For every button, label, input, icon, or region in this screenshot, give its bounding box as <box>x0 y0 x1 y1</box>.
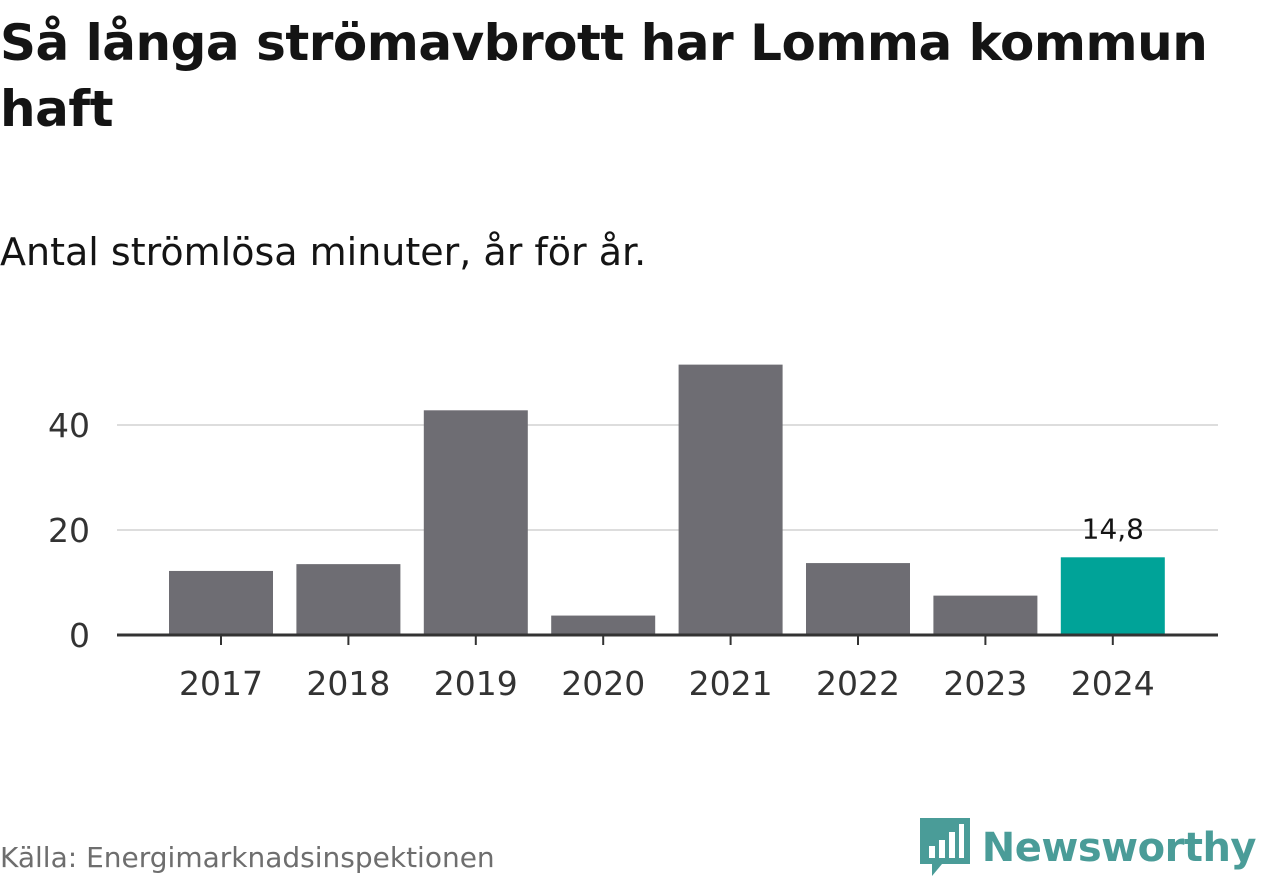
newsworthy-logo-icon <box>919 818 970 876</box>
x-tick-label: 2022 <box>816 664 900 703</box>
brand-logo: Newsworthy <box>919 818 1257 878</box>
y-tick-label: 20 <box>48 511 90 550</box>
x-tick-label: 2018 <box>306 664 390 703</box>
bar-2019 <box>423 410 528 635</box>
x-tick-label: 2024 <box>1071 664 1155 703</box>
bar-2020 <box>551 615 656 635</box>
source-note: Källa: Energimarknadsinspektionen <box>0 841 495 874</box>
y-tick-label: 0 <box>69 616 90 655</box>
x-tick-label: 2019 <box>434 664 518 703</box>
data-label: 14,8 <box>1082 512 1144 545</box>
bar-2018 <box>296 564 401 635</box>
bar-2024 <box>1060 557 1165 635</box>
bar-2022 <box>806 563 910 635</box>
bar-2021 <box>678 364 783 635</box>
x-tick-label: 2017 <box>179 664 263 703</box>
chart-subtitle: Antal strömlösa minuter, år för år. <box>0 230 647 274</box>
bar-2023 <box>933 595 1038 635</box>
x-tick-label: 2021 <box>689 664 773 703</box>
x-tick-label: 2020 <box>561 664 645 703</box>
bar-2017 <box>169 570 273 635</box>
x-tick-label: 2023 <box>943 664 1027 703</box>
y-tick-label: 40 <box>48 406 90 445</box>
brand-name: Newsworthy <box>981 825 1257 871</box>
chart-title: Så långa strömavbrott har Lomma kommun h… <box>0 14 1208 138</box>
